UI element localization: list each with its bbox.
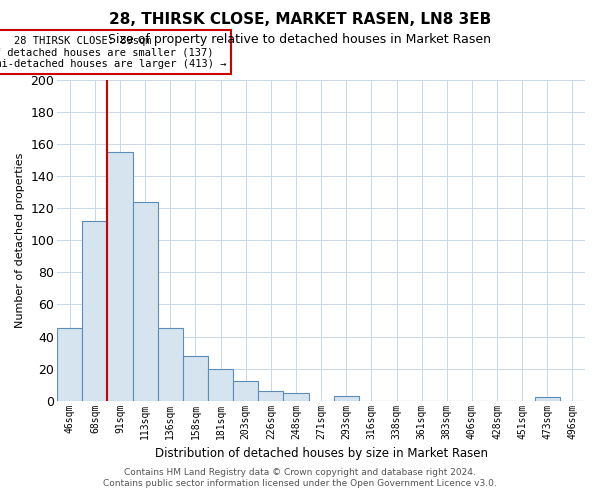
Bar [208,368,233,400]
Bar [183,356,208,401]
Bar [233,382,258,400]
Bar [258,391,283,400]
Bar [107,152,133,400]
Bar [535,398,560,400]
Y-axis label: Number of detached properties: Number of detached properties [15,152,25,328]
Text: 28 THIRSK CLOSE: 89sqm
← 25% of detached houses are smaller (137)
75% of semi-de: 28 THIRSK CLOSE: 89sqm ← 25% of detached… [0,36,226,69]
Bar [82,221,107,400]
Bar [334,396,359,400]
Text: Contains HM Land Registry data © Crown copyright and database right 2024.
Contai: Contains HM Land Registry data © Crown c… [103,468,497,487]
Bar [133,202,158,400]
Bar [283,392,308,400]
Bar [158,328,183,400]
Bar [57,328,82,400]
Text: Size of property relative to detached houses in Market Rasen: Size of property relative to detached ho… [109,32,491,46]
Text: 28, THIRSK CLOSE, MARKET RASEN, LN8 3EB: 28, THIRSK CLOSE, MARKET RASEN, LN8 3EB [109,12,491,28]
X-axis label: Distribution of detached houses by size in Market Rasen: Distribution of detached houses by size … [155,447,488,460]
